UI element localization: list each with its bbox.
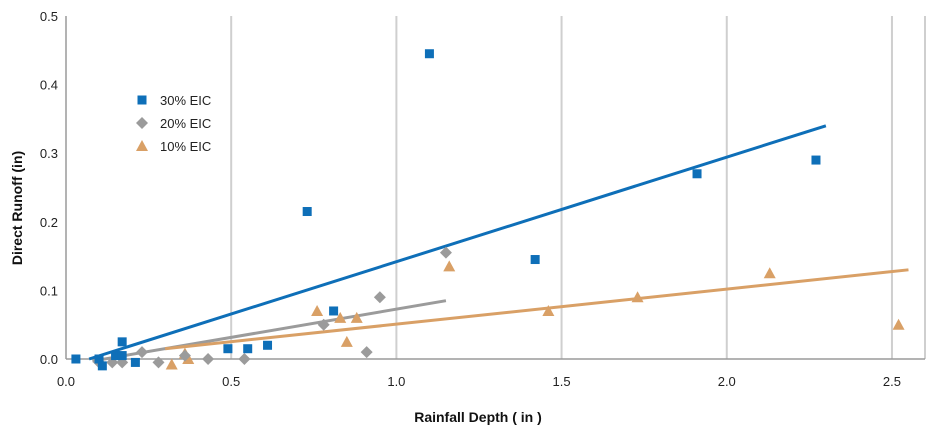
y-tick-label: 0.4	[40, 78, 58, 93]
point-20-eic	[202, 353, 215, 365]
point-30-eic	[94, 354, 104, 364]
legend-marker-30-eic	[137, 95, 147, 105]
trend-lines	[88, 124, 909, 363]
point-20-eic	[178, 349, 191, 362]
y-tick-label: 0.1	[40, 283, 58, 298]
point-30-eic	[97, 361, 107, 371]
x-axis-title: Rainfall Depth ( in )	[414, 409, 542, 425]
x-tick-label: 0.5	[222, 374, 240, 389]
x-tick-label: 2.0	[718, 374, 736, 389]
point-20-eic	[373, 291, 386, 304]
x-tick-labels: 0.0 0.5 1.0 1.5 2.0 2.5	[57, 374, 901, 389]
point-20-eic	[317, 318, 330, 331]
point-30-eic	[263, 340, 273, 350]
legend-marker-20-eic	[136, 117, 148, 129]
y-tick-label: 0.0	[40, 352, 58, 367]
y-tick-label: 0.3	[40, 146, 58, 161]
legend-label: 10% EIC	[160, 139, 211, 154]
trend-line-10-eic	[164, 268, 909, 351]
point-30-eic	[130, 357, 140, 367]
trend-line-20-eic	[92, 299, 447, 363]
x-tick-label: 1.0	[387, 374, 405, 389]
trend-line-30-eic	[88, 124, 827, 361]
point-10-eic	[763, 267, 776, 279]
point-30-eic	[692, 169, 702, 179]
point-30-eic	[811, 155, 821, 165]
point-20-eic	[152, 356, 165, 369]
point-30-eic	[223, 344, 233, 354]
y-tick-label: 0.5	[40, 9, 58, 24]
y-tick-label: 0.2	[40, 215, 58, 230]
point-20-eic	[238, 353, 251, 365]
point-30-eic	[117, 351, 127, 361]
point-10-eic	[350, 311, 363, 323]
legend-label: 30% EIC	[160, 93, 211, 108]
legend-label: 20% EIC	[160, 116, 211, 131]
point-30-eic	[243, 344, 253, 354]
point-10-eic	[334, 311, 347, 323]
x-tick-label: 1.5	[553, 374, 571, 389]
gridlines	[230, 16, 926, 359]
y-tick-labels: 0.0 0.1 0.2 0.3 0.4 0.5	[40, 9, 58, 367]
point-20-eic	[135, 346, 148, 359]
point-30-eic	[117, 337, 127, 347]
point-30-eic	[111, 351, 121, 361]
point-10-eic	[443, 260, 456, 272]
point-10-eic	[631, 291, 644, 303]
point-10-eic	[340, 335, 353, 347]
x-tick-label: 2.5	[883, 374, 901, 389]
y-axis-title: Direct Runoff (in)	[9, 151, 25, 265]
point-10-eic	[165, 358, 178, 370]
x-tick-label: 0.0	[57, 374, 75, 389]
point-20-eic	[439, 246, 452, 259]
axes	[65, 16, 925, 360]
point-10-eic	[542, 304, 555, 316]
point-10-eic	[311, 304, 324, 316]
legend: 30% EIC 20% EIC 10% EIC	[136, 93, 211, 154]
legend-marker-10-eic	[136, 140, 148, 151]
point-10-eic	[892, 318, 905, 330]
point-30-eic	[329, 306, 339, 316]
point-30-eic	[530, 255, 540, 265]
point-30-eic	[71, 354, 81, 364]
point-20-eic	[360, 346, 373, 359]
point-30-eic	[424, 49, 434, 59]
data-points	[71, 49, 905, 371]
point-30-eic	[302, 207, 312, 217]
